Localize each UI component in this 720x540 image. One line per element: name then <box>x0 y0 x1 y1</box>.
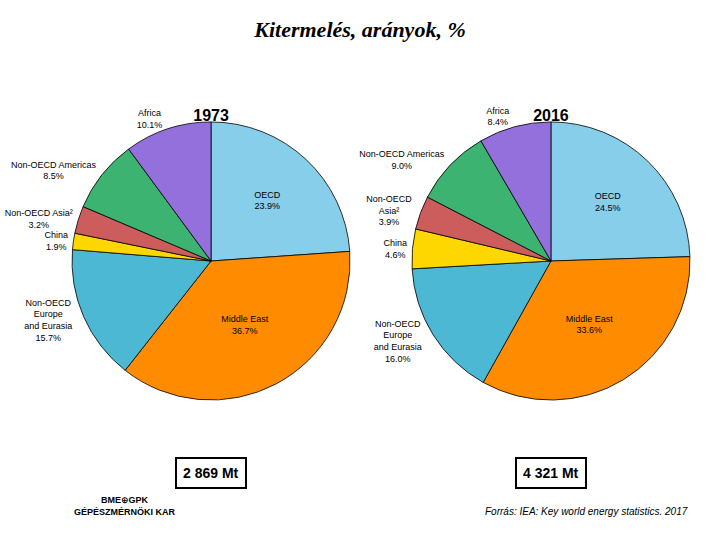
svg-text:China1.9%: China1.9% <box>44 230 68 252</box>
svg-text:OECD24.5%: OECD24.5% <box>595 191 622 213</box>
svg-text:2016: 2016 <box>533 107 569 124</box>
svg-text:Middle East33.6%: Middle East33.6% <box>566 314 614 336</box>
svg-text:Non-OECDEuropeand Eurasia15.7%: Non-OECDEuropeand Eurasia15.7% <box>24 298 72 343</box>
svg-text:Non-OECD Americas8.5%: Non-OECD Americas8.5% <box>11 160 97 182</box>
svg-text:2 869 Mt: 2 869 Mt <box>183 465 239 481</box>
svg-text:Kitermelés, arányok, %: Kitermelés, arányok, % <box>253 17 465 42</box>
svg-text:Non-OECDAsia²3.9%: Non-OECDAsia²3.9% <box>366 194 412 227</box>
svg-text:Forrás: IEA: Key world energy: Forrás: IEA: Key world energy statistics… <box>485 506 688 517</box>
svg-text:Non-OECD Asia²3.2%: Non-OECD Asia²3.2% <box>5 208 73 230</box>
svg-text:Middle East36.7%: Middle East36.7% <box>221 314 269 336</box>
svg-text:OECD23.9%: OECD23.9% <box>254 190 281 212</box>
svg-text:Africa8.4%: Africa8.4% <box>486 106 509 128</box>
svg-text:BME⊕GPKGÉPÉSZMÉRNÖKI KAR: BME⊕GPKGÉPÉSZMÉRNÖKI KAR <box>74 495 176 517</box>
svg-text:4 321 Mt: 4 321 Mt <box>523 465 579 481</box>
svg-text:China4.6%: China4.6% <box>383 238 407 260</box>
svg-text:1973: 1973 <box>193 107 229 124</box>
svg-text:Non-OECD Americas9.0%: Non-OECD Americas9.0% <box>359 149 445 171</box>
svg-text:Non-OECDEuropeand Eurasia16.0%: Non-OECDEuropeand Eurasia16.0% <box>374 319 422 364</box>
svg-text:Africa10.1%: Africa10.1% <box>137 108 163 130</box>
